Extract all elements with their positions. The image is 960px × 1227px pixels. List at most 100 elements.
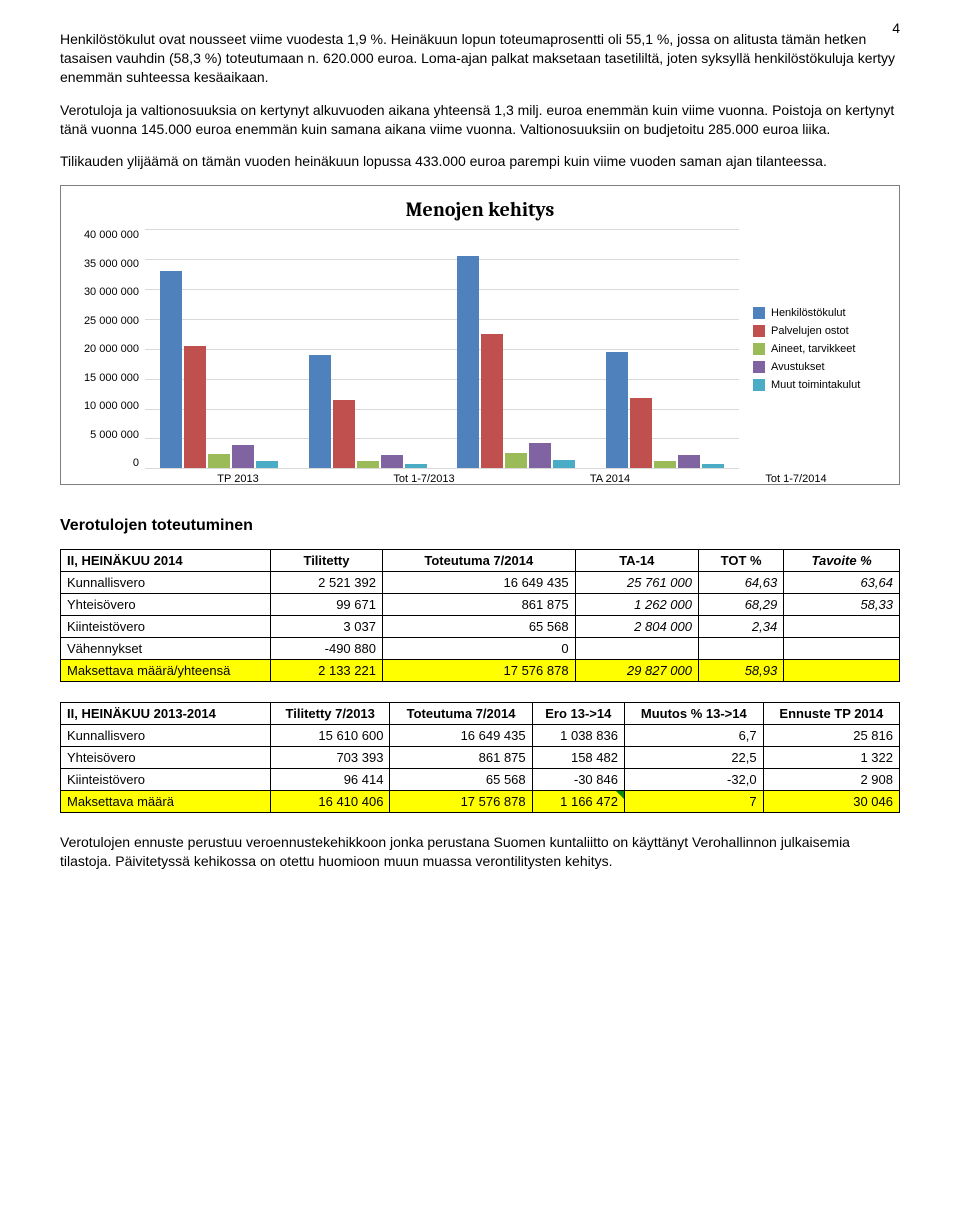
x-tick-label: TA 2014	[517, 473, 703, 485]
table-cell: 861 875	[390, 747, 532, 769]
chart-bar	[333, 400, 355, 469]
table-header: Toteutuma 7/2014	[382, 550, 575, 572]
legend-label: Aineet, tarvikkeet	[771, 343, 855, 355]
table-cell: 29 827 000	[575, 660, 698, 682]
legend-item: Aineet, tarvikkeet	[753, 343, 889, 355]
legend-label: Avustukset	[771, 361, 825, 373]
legend-swatch	[753, 307, 765, 319]
chart-bar	[232, 445, 254, 468]
table-header: Tilitetty 7/2013	[271, 703, 390, 725]
table-cell: 861 875	[382, 594, 575, 616]
row-label: Yhteisövero	[61, 594, 271, 616]
table-cell: 99 671	[271, 594, 383, 616]
chart-bar	[208, 454, 230, 468]
table-cell: 15 610 600	[271, 725, 390, 747]
table-total-row: Maksettava määrä/yhteensä2 133 22117 576…	[61, 660, 900, 682]
chart-bar	[529, 443, 551, 468]
section-title-verotulot: Verotulojen toteutuminen	[60, 517, 900, 535]
y-tick-label: 20 000 000	[84, 343, 139, 355]
row-label: Kunnallisvero	[61, 572, 271, 594]
table-cell: 17 576 878	[382, 660, 575, 682]
legend-label: Henkilöstökulut	[771, 307, 846, 319]
table-cell: 96 414	[271, 769, 390, 791]
table-cell	[698, 638, 783, 660]
table-cell: 0	[382, 638, 575, 660]
tax-table-2013-2014: II, HEINÄKUU 2013-2014Tilitetty 7/2013To…	[60, 702, 900, 813]
table-cell: 22,5	[624, 747, 763, 769]
row-label: Kiinteistövero	[61, 616, 271, 638]
table-cell: 1 038 836	[532, 725, 624, 747]
legend-item: Muut toimintakulut	[753, 379, 889, 391]
table-header: Tilitetty	[271, 550, 383, 572]
legend-label: Palvelujen ostot	[771, 325, 849, 337]
table-cell	[784, 616, 900, 638]
chart-bar	[481, 334, 503, 468]
y-tick-label: 15 000 000	[84, 372, 139, 384]
expense-chart: Menojen kehitys 40 000 00035 000 00030 0…	[60, 185, 900, 485]
table-cell	[784, 638, 900, 660]
table-cell: 65 568	[390, 769, 532, 791]
legend-label: Muut toimintakulut	[771, 379, 860, 391]
y-tick-label: 0	[133, 457, 139, 469]
table-cell: 2 521 392	[271, 572, 383, 594]
row-label: Kunnallisvero	[61, 725, 271, 747]
y-tick-label: 25 000 000	[84, 315, 139, 327]
paragraph-1: Henkilöstökulut ovat nousseet viime vuod…	[60, 30, 900, 87]
gridline	[145, 468, 739, 469]
table-cell: 16 410 406	[271, 791, 390, 813]
table-row: Kiinteistövero96 41465 568-30 846-32,02 …	[61, 769, 900, 791]
table-row: Kunnallisvero15 610 60016 649 4351 038 8…	[61, 725, 900, 747]
table-cell: 65 568	[382, 616, 575, 638]
table-cell: 2 804 000	[575, 616, 698, 638]
chart-bar	[309, 355, 331, 469]
table-row: Yhteisövero99 671861 8751 262 00068,2958…	[61, 594, 900, 616]
footer-paragraph-wrap: Verotulojen ennuste perustuu veroennuste…	[60, 833, 900, 871]
table-cell: 58,33	[784, 594, 900, 616]
chart-bar	[357, 461, 379, 469]
intro-paragraphs: Henkilöstökulut ovat nousseet viime vuod…	[60, 30, 900, 171]
chart-bar	[630, 398, 652, 469]
page-number: 4	[892, 20, 900, 36]
chart-x-labels: TP 2013Tot 1-7/2013TA 2014Tot 1-7/2014	[145, 473, 889, 485]
table-cell: 63,64	[784, 572, 900, 594]
legend-swatch	[753, 361, 765, 373]
table-cell	[575, 638, 698, 660]
table-header: Tavoite %	[784, 550, 900, 572]
chart-y-axis: 40 000 00035 000 00030 000 00025 000 000…	[71, 229, 145, 469]
table-cell: -32,0	[624, 769, 763, 791]
paragraph-3: Tilikauden ylijäämä on tämän vuoden hein…	[60, 152, 900, 171]
table-header: TOT %	[698, 550, 783, 572]
table-row: Kiinteistövero3 03765 5682 804 0002,34	[61, 616, 900, 638]
chart-group	[442, 229, 591, 468]
row-label: Maksettava määrä	[61, 791, 271, 813]
x-tick-label: Tot 1-7/2013	[331, 473, 517, 485]
chart-bar	[256, 461, 278, 469]
chart-bar	[553, 460, 575, 468]
legend-swatch	[753, 379, 765, 391]
table-total-row: Maksettava määrä16 410 40617 576 8781 16…	[61, 791, 900, 813]
legend-item: Henkilöstökulut	[753, 307, 889, 319]
table-cell: 2,34	[698, 616, 783, 638]
chart-bar	[606, 352, 628, 469]
legend-swatch	[753, 325, 765, 337]
table-cell: 16 649 435	[382, 572, 575, 594]
table-cell: 2 133 221	[271, 660, 383, 682]
table-cell: 1 322	[763, 747, 899, 769]
table-cell: 25 816	[763, 725, 899, 747]
chart-group	[591, 229, 740, 468]
chart-bar	[505, 453, 527, 469]
table-cell: 30 046	[763, 791, 899, 813]
table-cell: -490 880	[271, 638, 383, 660]
row-label: Vähennykset	[61, 638, 271, 660]
y-tick-label: 10 000 000	[84, 400, 139, 412]
row-label: Kiinteistövero	[61, 769, 271, 791]
footer-paragraph: Verotulojen ennuste perustuu veroennuste…	[60, 833, 900, 871]
table-row: Vähennykset-490 8800	[61, 638, 900, 660]
legend-item: Avustukset	[753, 361, 889, 373]
y-tick-label: 5 000 000	[90, 429, 139, 441]
tax-table-2014: II, HEINÄKUU 2014TilitettyToteutuma 7/20…	[60, 549, 900, 682]
chart-bar	[457, 256, 479, 468]
chart-title: Menojen kehitys	[71, 198, 889, 221]
table-cell	[784, 660, 900, 682]
table-cell: 17 576 878	[390, 791, 532, 813]
